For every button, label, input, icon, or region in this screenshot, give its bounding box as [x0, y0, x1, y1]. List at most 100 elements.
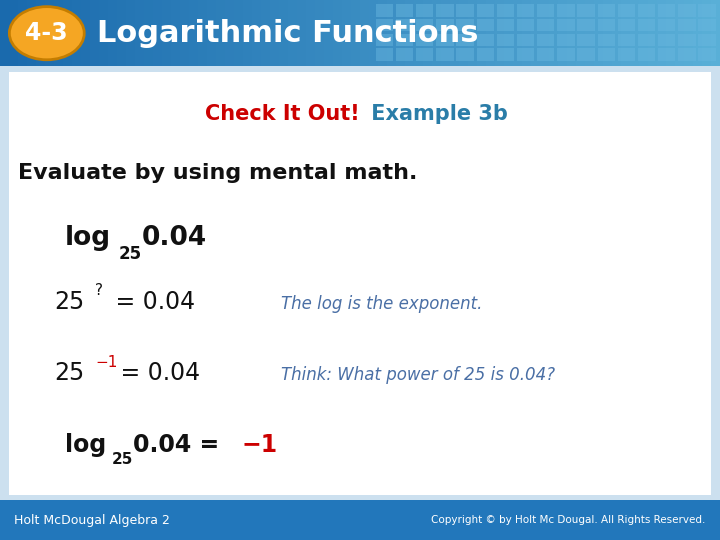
FancyBboxPatch shape: [36, 0, 46, 66]
FancyBboxPatch shape: [376, 4, 393, 17]
FancyBboxPatch shape: [702, 0, 711, 66]
FancyBboxPatch shape: [369, 0, 379, 66]
FancyBboxPatch shape: [387, 0, 397, 66]
Text: Logarithmic Functions: Logarithmic Functions: [97, 19, 479, 48]
FancyBboxPatch shape: [638, 19, 655, 31]
FancyBboxPatch shape: [207, 0, 217, 66]
Text: 25: 25: [54, 361, 84, 386]
Text: 4-3: 4-3: [25, 21, 68, 45]
FancyBboxPatch shape: [698, 48, 716, 61]
FancyBboxPatch shape: [180, 0, 190, 66]
FancyBboxPatch shape: [396, 33, 413, 46]
FancyBboxPatch shape: [678, 33, 696, 46]
FancyBboxPatch shape: [621, 0, 631, 66]
FancyBboxPatch shape: [315, 0, 325, 66]
FancyBboxPatch shape: [243, 0, 253, 66]
Text: 25: 25: [119, 245, 142, 262]
FancyBboxPatch shape: [396, 0, 406, 66]
FancyBboxPatch shape: [342, 0, 351, 66]
FancyBboxPatch shape: [678, 4, 696, 17]
FancyBboxPatch shape: [577, 48, 595, 61]
FancyBboxPatch shape: [557, 48, 575, 61]
FancyBboxPatch shape: [324, 0, 334, 66]
FancyBboxPatch shape: [81, 0, 91, 66]
FancyBboxPatch shape: [711, 0, 720, 66]
FancyBboxPatch shape: [603, 0, 613, 66]
FancyBboxPatch shape: [99, 0, 109, 66]
Text: 25: 25: [54, 289, 84, 314]
FancyBboxPatch shape: [557, 19, 575, 31]
Text: log: log: [65, 434, 106, 457]
FancyBboxPatch shape: [577, 19, 595, 31]
FancyBboxPatch shape: [405, 0, 415, 66]
Text: Think: What power of 25 is 0.04?: Think: What power of 25 is 0.04?: [281, 367, 555, 384]
FancyBboxPatch shape: [72, 0, 82, 66]
FancyBboxPatch shape: [598, 19, 615, 31]
Text: −1: −1: [95, 355, 117, 370]
FancyBboxPatch shape: [477, 48, 494, 61]
FancyBboxPatch shape: [225, 0, 235, 66]
FancyBboxPatch shape: [577, 4, 595, 17]
FancyBboxPatch shape: [497, 4, 514, 17]
FancyBboxPatch shape: [537, 48, 554, 61]
FancyBboxPatch shape: [638, 48, 655, 61]
FancyBboxPatch shape: [698, 33, 716, 46]
FancyBboxPatch shape: [531, 0, 541, 66]
Text: 0.04: 0.04: [142, 225, 207, 251]
FancyBboxPatch shape: [557, 33, 575, 46]
FancyBboxPatch shape: [638, 4, 655, 17]
FancyBboxPatch shape: [497, 19, 514, 31]
FancyBboxPatch shape: [27, 0, 37, 66]
FancyBboxPatch shape: [9, 0, 19, 66]
FancyBboxPatch shape: [456, 33, 474, 46]
FancyBboxPatch shape: [414, 0, 423, 66]
Ellipse shape: [9, 6, 84, 60]
FancyBboxPatch shape: [567, 0, 577, 66]
FancyBboxPatch shape: [517, 19, 534, 31]
FancyBboxPatch shape: [558, 0, 568, 66]
FancyBboxPatch shape: [234, 0, 243, 66]
FancyBboxPatch shape: [198, 0, 208, 66]
FancyBboxPatch shape: [666, 0, 676, 66]
FancyBboxPatch shape: [416, 19, 433, 31]
FancyBboxPatch shape: [396, 48, 413, 61]
FancyBboxPatch shape: [577, 33, 595, 46]
FancyBboxPatch shape: [497, 33, 514, 46]
FancyBboxPatch shape: [297, 0, 307, 66]
FancyBboxPatch shape: [678, 19, 696, 31]
FancyBboxPatch shape: [288, 0, 298, 66]
FancyBboxPatch shape: [351, 0, 361, 66]
FancyBboxPatch shape: [378, 0, 387, 66]
FancyBboxPatch shape: [618, 48, 635, 61]
FancyBboxPatch shape: [477, 19, 494, 31]
FancyBboxPatch shape: [416, 4, 433, 17]
FancyBboxPatch shape: [261, 0, 271, 66]
Text: Holt McDougal Algebra 2: Holt McDougal Algebra 2: [14, 514, 170, 526]
FancyBboxPatch shape: [456, 4, 474, 17]
FancyBboxPatch shape: [598, 4, 615, 17]
FancyBboxPatch shape: [432, 0, 441, 66]
FancyBboxPatch shape: [436, 4, 454, 17]
FancyBboxPatch shape: [396, 4, 413, 17]
FancyBboxPatch shape: [360, 0, 370, 66]
Text: log: log: [65, 225, 111, 251]
FancyBboxPatch shape: [162, 0, 172, 66]
FancyBboxPatch shape: [459, 0, 469, 66]
FancyBboxPatch shape: [658, 33, 675, 46]
Text: Evaluate by using mental math.: Evaluate by using mental math.: [18, 163, 418, 183]
FancyBboxPatch shape: [497, 48, 514, 61]
FancyBboxPatch shape: [698, 4, 716, 17]
FancyBboxPatch shape: [216, 0, 226, 66]
FancyBboxPatch shape: [456, 19, 474, 31]
FancyBboxPatch shape: [537, 19, 554, 31]
FancyBboxPatch shape: [45, 0, 55, 66]
FancyBboxPatch shape: [537, 33, 554, 46]
FancyBboxPatch shape: [630, 0, 639, 66]
FancyBboxPatch shape: [54, 0, 63, 66]
FancyBboxPatch shape: [639, 0, 649, 66]
FancyBboxPatch shape: [171, 0, 181, 66]
FancyBboxPatch shape: [678, 48, 696, 61]
FancyBboxPatch shape: [436, 33, 454, 46]
Text: −1: −1: [241, 434, 277, 457]
Text: 25: 25: [112, 452, 133, 467]
